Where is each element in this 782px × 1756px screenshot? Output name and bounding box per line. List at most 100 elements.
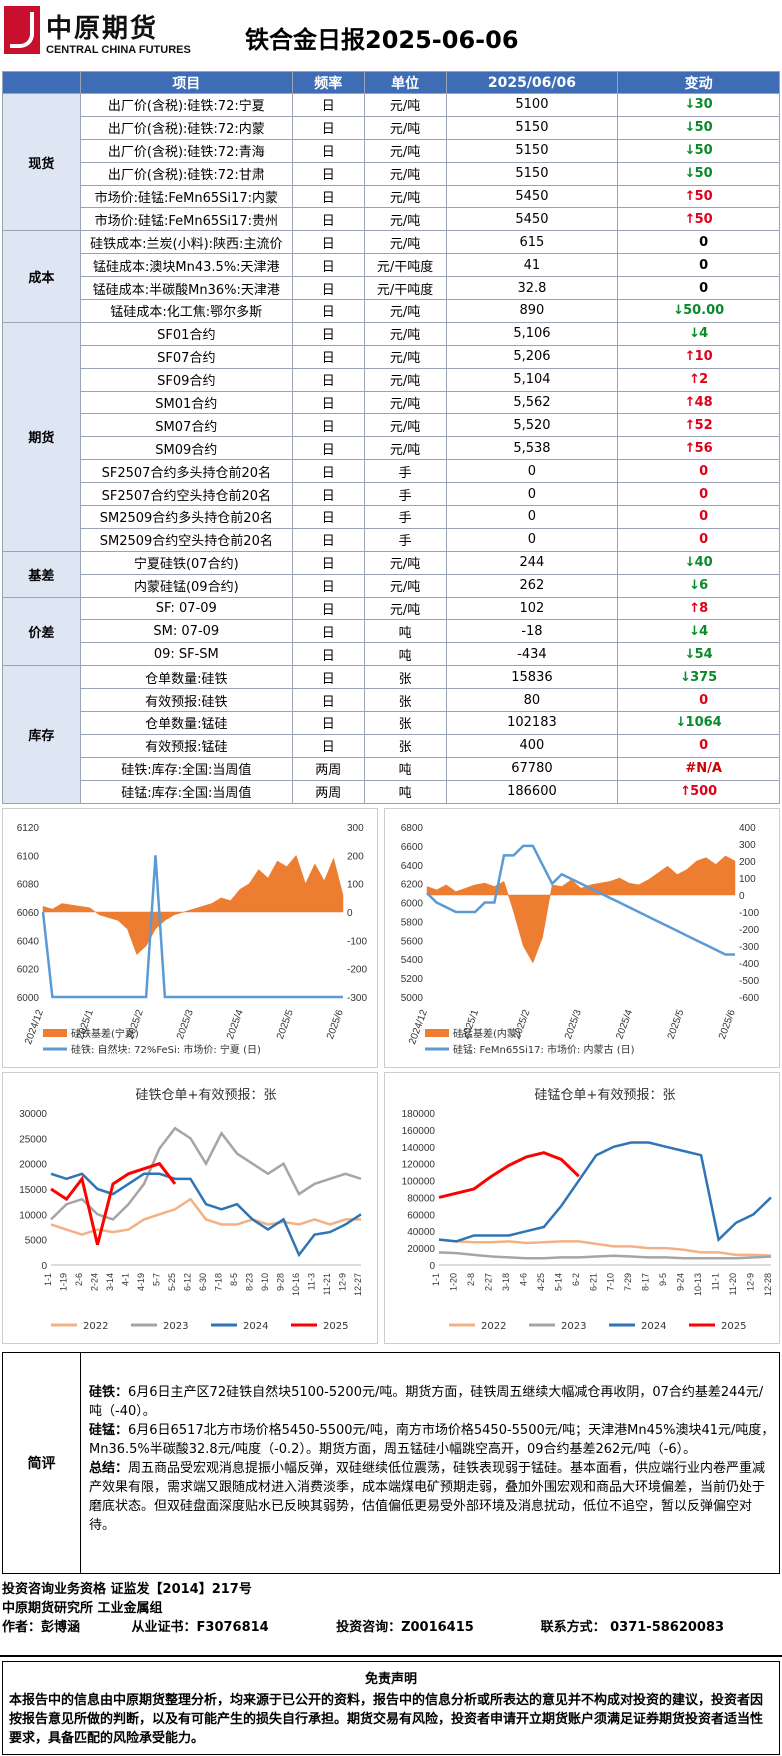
x-tick-label: 9-5 <box>658 1273 668 1286</box>
unit-cell: 元/吨 <box>363 390 447 415</box>
unit-cell: 张 <box>363 688 447 713</box>
value-cell: 615 <box>445 230 619 255</box>
legend-label: 2022 <box>83 1321 108 1332</box>
freq-cell: 日 <box>291 642 365 667</box>
value-cell: 41 <box>445 253 619 278</box>
value-cell: 5100 <box>445 93 619 117</box>
change-value: 0 <box>699 692 709 708</box>
change-value: 0 <box>699 257 709 273</box>
table-row: SM07合约日元/吨 5,520 ↑52 <box>3 413 780 438</box>
footer-author: 作者：彭博涵 <box>2 1620 81 1635</box>
x-tick-label: 2025/6 <box>717 1008 738 1041</box>
price-line-series <box>41 855 343 999</box>
legend-label: 硅锰: FeMn65Si17: 市场价: 内蒙古 (日) <box>453 1043 635 1056</box>
category-cell: 成本 <box>2 230 81 323</box>
chart-panel-sf-basis: 6000 6020 6040 6060 6080 6100 6120 -300 -200 -100… <box>2 808 378 1068</box>
x-tick-label: 9-24 <box>676 1273 686 1291</box>
item-cell: SM09合约 <box>79 436 293 461</box>
footer: 投资咨询业务资格 证监发【2014】217号 中原期货研究所 工业金属组 作者：… <box>2 1580 780 1637</box>
table-row: 出厂价(含税):硅铁:72:内蒙日元/吨 5150 ↓50 <box>3 115 780 140</box>
change-value: 0 <box>699 738 709 754</box>
item-cell: 仓单数量:锰硅 <box>79 711 293 735</box>
change-cell: 0 <box>617 527 780 552</box>
y-left-tick-label: 6600 <box>401 842 424 853</box>
change-value: 0 <box>699 280 709 296</box>
unit-cell: 张 <box>363 711 447 735</box>
arrow-up-icon: ↑ <box>684 440 696 456</box>
value-cell: 400 <box>445 733 619 758</box>
x-tick-label: 12-27 <box>353 1273 363 1296</box>
freq-cell: 日 <box>291 93 365 117</box>
change-cell: ↑50 <box>617 207 780 232</box>
item-cell: 出厂价(含税):硅铁:72:内蒙 <box>79 115 293 140</box>
legend-label: 2025 <box>323 1321 348 1332</box>
change-value: 500 <box>690 784 718 800</box>
y-tick-label: 180000 <box>402 1109 436 1120</box>
x-tick-label: 6-21 <box>588 1273 598 1291</box>
unit-cell: 元/吨 <box>363 344 447 369</box>
x-tick-label: 5-25 <box>167 1273 177 1291</box>
x-tick-label: 2024/12 <box>407 1008 430 1046</box>
x-tick-label: 9-28 <box>276 1273 286 1291</box>
y-tick-label: 5000 <box>25 1236 48 1247</box>
y-tick-label: 30000 <box>19 1109 47 1120</box>
unit-cell: 吨 <box>363 779 447 804</box>
unit-cell: 元/吨 <box>363 367 447 392</box>
chart-panel-sf-warrant: 硅铁仓单+有效预报：张 0 5000 10000 15000 20000 25000 3000… <box>2 1072 378 1344</box>
table-header-row: 项目 频率 单位 2025/06/06 变动 <box>2 71 780 94</box>
freq-cell: 日 <box>291 505 365 529</box>
value-cell: 0 <box>445 482 619 507</box>
table-row: SM2509合约空头持仓前20名日手 0 0 <box>3 527 780 552</box>
unit-cell: 张 <box>363 665 447 690</box>
comment-paragraph-sm: 硅锰：6月6日6517北方市场价格5450-5500元/吨，南方市场价格5450… <box>89 1421 775 1459</box>
category-cell: 现货 <box>2 92 81 232</box>
freq-cell: 日 <box>291 230 365 255</box>
x-tick-label: 2025/4 <box>614 1008 635 1041</box>
freq-cell: 日 <box>291 253 365 278</box>
change-cell: 0 <box>617 230 780 255</box>
disclaimer-title: 免责声明 <box>364 1672 417 1687</box>
y-tick-label: 20000 <box>407 1244 435 1255</box>
freq-cell: 日 <box>291 527 365 552</box>
item-cell: SM2509合约多头持仓前20名 <box>79 505 293 529</box>
freq-cell: 日 <box>291 596 365 621</box>
item-cell: SM01合约 <box>79 390 293 415</box>
item-cell: 内蒙硅锰(09合约) <box>79 573 293 598</box>
category-cell: 基差 <box>2 550 81 598</box>
value-cell: 102 <box>445 596 619 621</box>
change-value: #N/A <box>685 761 722 777</box>
x-tick-label: 7-29 <box>623 1273 633 1291</box>
change-cell: ↓50 <box>617 115 780 140</box>
item-cell: 09: SF-SM <box>79 642 293 667</box>
x-tick-label: 4-6 <box>518 1273 528 1286</box>
change-cell: ↑8 <box>617 596 780 621</box>
unit-cell: 吨 <box>363 642 447 667</box>
table-row: SM2509合约多头持仓前20名日手 0 0 <box>3 505 780 529</box>
table-row: 有效预报:锰硅日张 400 0 <box>3 733 780 758</box>
y-right-tick-label: -200 <box>347 965 367 976</box>
change-value: 0 <box>699 509 709 525</box>
unit-cell: 手 <box>363 459 447 484</box>
y-left-tick-label: 6000 <box>17 993 40 1004</box>
value-cell: -18 <box>445 619 619 644</box>
legend-swatch <box>425 1029 449 1037</box>
freq-cell: 日 <box>291 665 365 690</box>
change-cell: ↓54 <box>617 642 780 667</box>
arrow-down-icon: ↓ <box>673 303 684 319</box>
table-row: SM09合约日元/吨 5,538 ↑56 <box>3 436 780 461</box>
y-tick-label: 0 <box>429 1261 435 1272</box>
item-cell: 出厂价(含税):硅铁:72:甘肃 <box>79 161 293 186</box>
freq-cell: 日 <box>291 390 365 415</box>
x-tick-label: 2025/3 <box>563 1008 584 1041</box>
value-cell: 186600 <box>445 779 619 804</box>
value-cell: 5,206 <box>445 344 619 369</box>
freq-cell: 日 <box>291 299 365 323</box>
y-right-tick-label: -400 <box>739 959 759 970</box>
comment-body-sf: 6月6日主产区72硅铁自然块5100-5200元/吨。期货方面，硅铁周五继续大幅… <box>89 1385 764 1419</box>
x-tick-label: 9-10 <box>260 1273 270 1291</box>
change-value: 0 <box>699 234 709 250</box>
unit-cell: 元/吨 <box>363 207 447 232</box>
logo-cn: 中原期货 <box>46 14 159 44</box>
freq-cell: 日 <box>291 344 365 369</box>
series-line-2025 <box>50 1161 177 1246</box>
